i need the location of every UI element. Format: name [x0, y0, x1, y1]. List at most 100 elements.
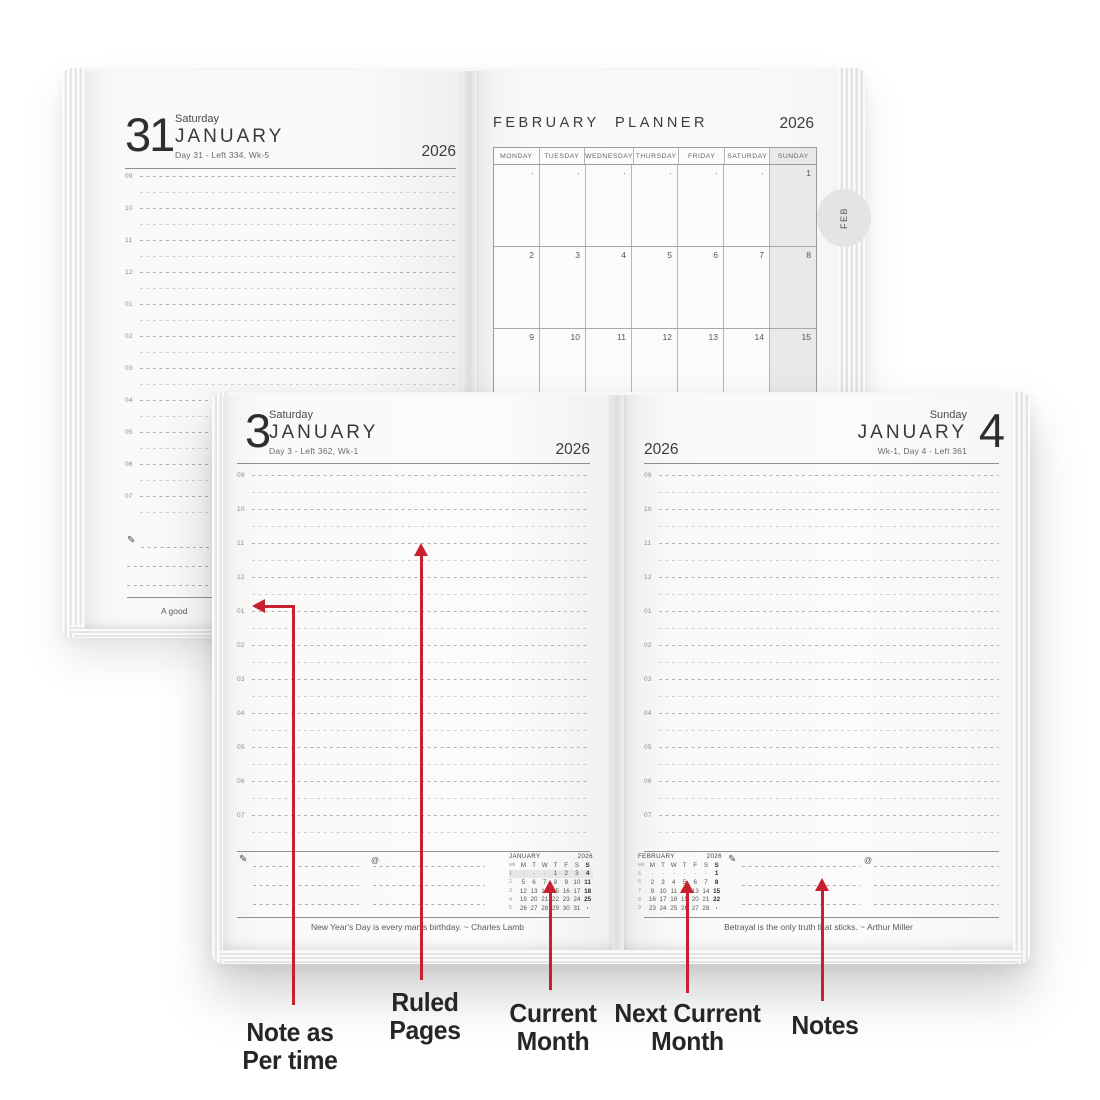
hour-row: 10 [644, 506, 999, 543]
day-date: 9 [529, 332, 534, 342]
annotation-text: Ruled [391, 987, 459, 1017]
planner-title: FEBRUARY PLANNER [493, 115, 708, 131]
page-header: Sunday JANUARY Wk-1, Day 4 - Left 361 [858, 409, 967, 456]
ruled-line [659, 815, 999, 816]
hour-label: 03 [644, 676, 652, 683]
ruled-half-line [140, 224, 456, 225]
feb-tab-label: FEB [839, 206, 849, 229]
header-rule [644, 463, 999, 464]
notes-line [373, 866, 485, 867]
hour-row: 03 [644, 676, 999, 713]
hour-row: 10 [237, 506, 590, 543]
notes-line [742, 904, 860, 905]
page-header: Saturday JANUARY Day 31 - Left 334, Wk-5 [175, 113, 284, 160]
hourly-ruled-lines: 09 10 11 12 01 02 03 04 05 06 07 [644, 472, 999, 849]
calendar-day-cell: · [540, 165, 586, 246]
hour-row: 09 [644, 472, 999, 509]
hour-label: 06 [237, 778, 245, 785]
hour-label: 06 [125, 461, 133, 468]
ruled-half-line [659, 492, 999, 493]
hour-label: 07 [125, 493, 133, 500]
daily-quote: New Year's Day is every man's birthday. … [310, 922, 525, 932]
hour-row: 09 [125, 173, 456, 208]
annotation-text: Month [651, 1026, 724, 1056]
calendar-day-cell: 7 [724, 247, 770, 328]
day-number: 31 [125, 108, 175, 161]
annotation-notes: Notes [749, 1011, 901, 1039]
hour-label: 10 [125, 205, 133, 212]
mini-calendar-week: 9 23 24 25 26 27 28 · [638, 904, 718, 912]
at-symbol: @ [864, 856, 873, 865]
mini-calendar-header: wk M T W T F S S [509, 861, 590, 869]
ruled-line [659, 781, 999, 782]
ruled-line [252, 475, 590, 476]
annotation-text: Current [509, 998, 597, 1028]
year-label: 2026 [779, 115, 814, 132]
month-label: JANUARY [269, 422, 379, 443]
annotation-text: Month [516, 1026, 590, 1056]
day-date: 6 [713, 250, 718, 260]
mini-calendar-week: 1 · · · 1 2 3 4 [509, 869, 593, 879]
hour-label: 09 [237, 472, 245, 479]
day-date: · [669, 168, 672, 178]
calendar-day-cell: 12 [632, 329, 678, 411]
notes-line [373, 885, 485, 886]
calendar-day-cell: · [586, 165, 632, 246]
annotation-current-month: Current Month [477, 999, 629, 1055]
header-rule [125, 168, 456, 169]
ruled-half-line [252, 492, 590, 493]
day-date: 10 [570, 332, 580, 342]
calendar-day-cell: 1 [770, 165, 816, 246]
day-date: · [623, 168, 626, 178]
page-stack-edge-left [62, 68, 85, 638]
hour-row: 07 [644, 812, 999, 849]
annotation-ruled-pages: Ruled Pages [349, 988, 501, 1044]
hour-row: 03 [237, 676, 590, 713]
day-meta: Wk-1, Day 4 - Left 361 [877, 446, 967, 456]
ruled-half-line [659, 832, 999, 833]
day-date: · [577, 168, 580, 178]
hour-row: 02 [644, 642, 999, 679]
monthly-calendar-grid: MONDAY TUESDAY WEDNESDAY THURSDAY FRIDAY SATU… [493, 147, 817, 412]
weekday-header: FRIDAY [679, 148, 725, 164]
diary-bottom-spread: 3 Saturday JANUARY Day 3 - Left 362, Wk-… [212, 392, 1030, 964]
daily-page-jan-3: 3 Saturday JANUARY Day 3 - Left 362, Wk-… [223, 395, 612, 950]
calendar-day-cell: 14 [724, 329, 770, 411]
hour-label: 11 [125, 237, 133, 244]
hour-label: 02 [125, 333, 133, 340]
hour-row: 09 [237, 472, 590, 509]
day-date: · [761, 168, 764, 178]
page-stack-edge-right [1013, 392, 1030, 964]
daily-page-jan-4: 2026 Sunday JANUARY Wk-1, Day 4 - Left 3… [624, 395, 1013, 950]
arrow-head-notes [815, 878, 829, 891]
hour-label: 02 [644, 642, 652, 649]
hour-label: 04 [125, 397, 133, 404]
ruled-half-line [140, 192, 456, 193]
hour-label: 03 [237, 676, 245, 683]
ruled-half-line [659, 526, 999, 527]
mini-calendar-week: 4 19 20 21 22 23 24 25 [509, 896, 592, 904]
ruled-half-line [659, 696, 999, 697]
calendar-day-cell: · [678, 165, 724, 246]
weekday-header: TUESDAY [540, 148, 586, 164]
hour-row: 04 [237, 710, 590, 747]
weekday-header: SUNDAY [770, 148, 816, 164]
notes-line [253, 885, 359, 886]
calendar-day-cell: 3 [540, 247, 586, 328]
ruled-half-line [659, 594, 999, 595]
calendar-day-cell: 11 [586, 329, 632, 411]
weekday-header: WEDNESDAY [585, 148, 634, 164]
weekday-header: MONDAY [494, 148, 540, 164]
year-label: 2026 [421, 143, 456, 160]
mini-calendar-title: JANUARY 2026 [509, 853, 593, 860]
hour-row: 06 [644, 778, 999, 815]
ruled-half-line [140, 256, 456, 257]
weekday-label: Saturday [175, 113, 220, 125]
footer-top-rule [644, 851, 999, 852]
calendar-day-cell: 10 [540, 329, 586, 411]
calendar-week-row: 2 3 4 5 6 7 8 [494, 247, 816, 329]
day-date: 5 [667, 250, 672, 260]
hour-label: 12 [644, 574, 652, 581]
pencil-icon: ✎ [239, 854, 248, 865]
hour-row: 04 [644, 710, 999, 747]
